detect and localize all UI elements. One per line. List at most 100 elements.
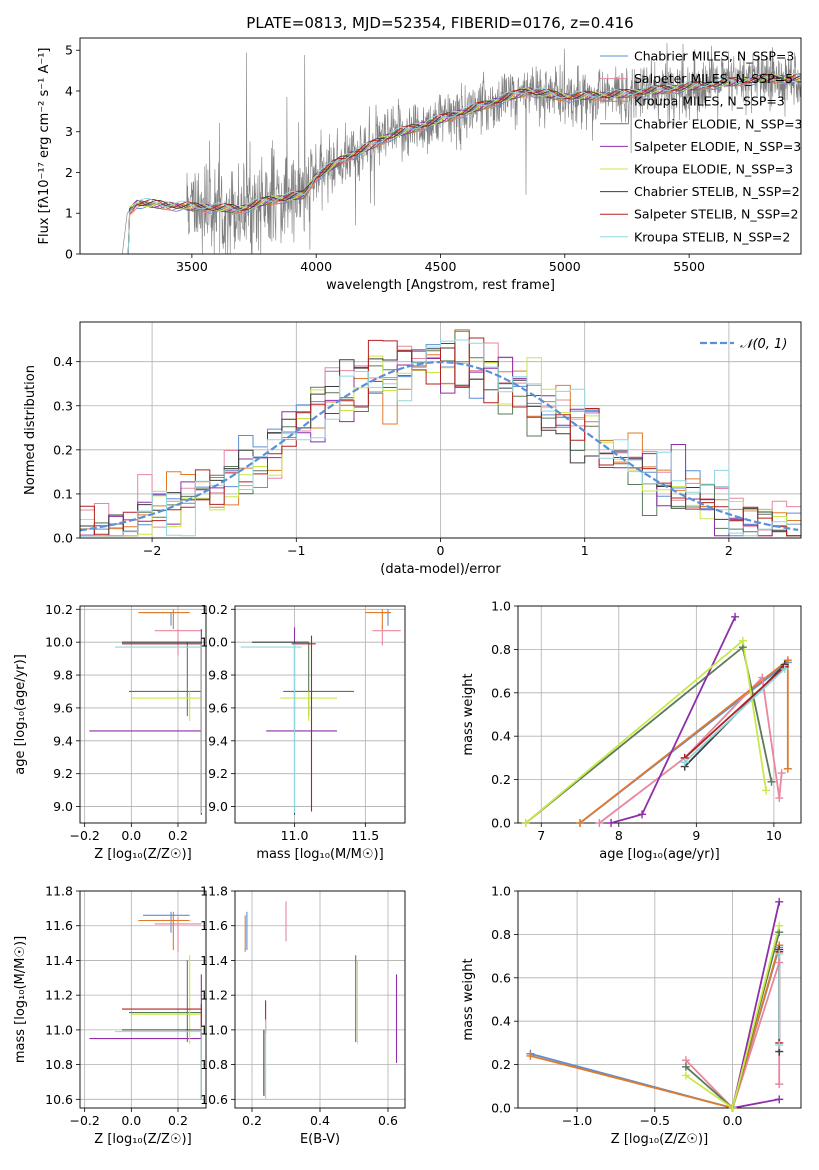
kroupa-elodie-marker (728, 1104, 737, 1112)
y-tick-label: 9.4 (208, 733, 228, 748)
x-tick-label: 9 (692, 828, 700, 843)
y-tick-label: 0.4 (491, 729, 511, 744)
kroupa-miles-marker (783, 764, 792, 773)
y-tick-label: 10.0 (200, 635, 228, 650)
y-tick-label: 11.4 (200, 953, 228, 968)
x-tick-label: −2 (143, 543, 161, 558)
x-tick-label: 11.0 (281, 828, 309, 843)
x-axis-label: (data-model)/error (380, 562, 501, 577)
age_vs_mass-plot-area (240, 609, 401, 815)
y-axis-label: mass weight (461, 673, 476, 755)
salpeter-stelib-model-line (122, 73, 801, 254)
legend-entry: Kroupa MILES, N_SSP=3 (634, 94, 785, 109)
y-tick-label: 1 (65, 206, 73, 221)
y-tick-label: 4 (65, 83, 73, 98)
salpeter-miles-marker (595, 819, 604, 827)
x-axis-label: Z [log₁₀(Z/Z☉)] (94, 1132, 191, 1147)
kroupa-elodie-weight-line (525, 638, 767, 823)
y-tick-label: 0.2 (491, 1057, 511, 1072)
salpeter-miles-marker (758, 673, 767, 682)
x-axis-label: Z [log₁₀(Z/Z☉)] (94, 847, 191, 862)
y-tick-label: 9.8 (53, 668, 73, 683)
y-tick-label: 11.4 (45, 953, 73, 968)
salpeter-stelib-histogram (80, 337, 801, 537)
kroupa-elodie-marker (681, 1071, 690, 1080)
spectrum-axes: 3500 4000 4500 5000 5500 0 1 2 3 4 5 wavelength [An… (37, 37, 803, 293)
y-tick-label: 11.0 (200, 1022, 228, 1037)
x-tick-label: 8 (615, 828, 623, 843)
y-tick-label: 0.0 (491, 816, 511, 831)
y-tick-label: 10.0 (45, 635, 73, 650)
salpeter-elodie-weight-line (610, 616, 736, 823)
y-tick-label: 0.2 (53, 442, 73, 457)
x-tick-label: 4500 (425, 259, 457, 274)
y-axis-label: Flux [fλ10⁻¹⁷ erg cm⁻² s⁻¹ A⁻¹] (37, 48, 52, 245)
y-tick-label: 9.6 (208, 700, 228, 715)
y-tick-label: 11.8 (200, 884, 228, 899)
kroupa-stelib-weight-line (684, 668, 786, 763)
gaussian-reference-line (80, 360, 799, 532)
kroupa-miles-marker (576, 819, 585, 827)
y-tick-label: 11.6 (45, 918, 73, 933)
y-tick-label: 5 (65, 43, 73, 58)
age_vs_Z-plot-area (89, 609, 202, 815)
y-tick-label: 0.3 (53, 398, 73, 413)
legend-entry: Chabrier ELODIE, N_SSP=3 (634, 116, 803, 131)
kroupa-stelib-model-line (122, 73, 801, 254)
kroupa-elodie-marker (775, 921, 784, 930)
salpeter-miles-marker (775, 1080, 784, 1089)
x-tick-label: 2 (725, 543, 733, 558)
kroupa-elodie-histogram (80, 355, 801, 537)
kroupa-miles-weight-line (579, 658, 789, 823)
weight_vs_Z-axes: −1.0 −0.5 0.0 0.0 0.2 0.4 0.6 0.8 1.0 Z [log₁₀(Z/… (461, 884, 802, 1147)
x-tick-label: 7 (537, 828, 545, 843)
y-tick-label: 9.2 (208, 766, 228, 781)
salpeter-elodie-weight-line (731, 901, 781, 1108)
kroupa-elodie-weight-line (685, 925, 781, 1108)
chabrier-elodie-weight-line (525, 645, 773, 823)
spectrum-plot-area (122, 42, 801, 254)
chabrier-stelib-model-line (122, 74, 801, 254)
y-tick-label: 9.0 (53, 799, 73, 814)
x-tick-label: 3500 (176, 259, 208, 274)
salpeter-stelib-weight-line (684, 666, 786, 759)
mass_vs_Z-axes: −0.2 0.0 0.2 10.6 10.8 11.0 11.2 11.4 11.6 11.8 Z … (13, 884, 207, 1147)
axes-frame (517, 890, 802, 1109)
y-axis-label: Normed distribution (23, 365, 38, 495)
y-tick-label: 11.8 (45, 884, 73, 899)
salpeter-miles-marker (775, 794, 784, 803)
y-tick-label: 0.6 (491, 685, 511, 700)
x-tick-label: 5500 (673, 259, 705, 274)
y-tick-label: 9.6 (53, 700, 73, 715)
y-tick-label: 0.1 (53, 486, 73, 501)
y-axis-label: mass [log₁₀(M/M☉)] (13, 936, 28, 1063)
salpeter-elodie-marker (775, 1095, 784, 1104)
x-tick-label: 0.0 (723, 1113, 743, 1128)
x-tick-label: 0.0 (121, 1113, 141, 1128)
y-tick-label: 10.6 (45, 1092, 73, 1107)
legend-entry: Chabrier STELIB, N_SSP=2 (634, 184, 800, 199)
axes-frame (79, 890, 207, 1109)
mass_vs_ebv-axes: 0.2 0.4 0.6 10.6 10.8 11.0 11.2 11.4 11.6 11.8 E(B… (200, 884, 406, 1147)
x-tick-label: 1 (581, 543, 589, 558)
legend-entry: Kroupa STELIB, N_SSP=2 (634, 229, 790, 244)
age_vs_Z-axes: −0.2 0.0 0.2 9.0 9.2 9.4 9.6 9.8 10.0 10.2 Z [log₁… (13, 602, 207, 862)
kroupa-elodie-model-line (122, 74, 801, 254)
x-tick-label: 0.6 (378, 1113, 398, 1128)
chabrier-elodie-marker (681, 1062, 690, 1071)
y-tick-label: 0.8 (491, 927, 511, 942)
axes-frame (517, 605, 802, 824)
x-tick-label: 0 (437, 543, 445, 558)
x-tick-label: 5000 (549, 259, 581, 274)
y-tick-label: 10.2 (200, 602, 228, 617)
axes-frame (79, 37, 802, 255)
y-tick-label: 1.0 (491, 599, 511, 614)
y-tick-label: 11.6 (200, 918, 228, 933)
y-tick-label: 9.4 (53, 733, 73, 748)
mass_vs_ebv-plot-area (244, 901, 398, 1100)
x-tick-label: 0.2 (168, 828, 188, 843)
x-tick-label: 11.5 (351, 828, 379, 843)
kroupa-miles-weight-line (530, 945, 781, 1108)
y-tick-label: 9.8 (208, 668, 228, 683)
